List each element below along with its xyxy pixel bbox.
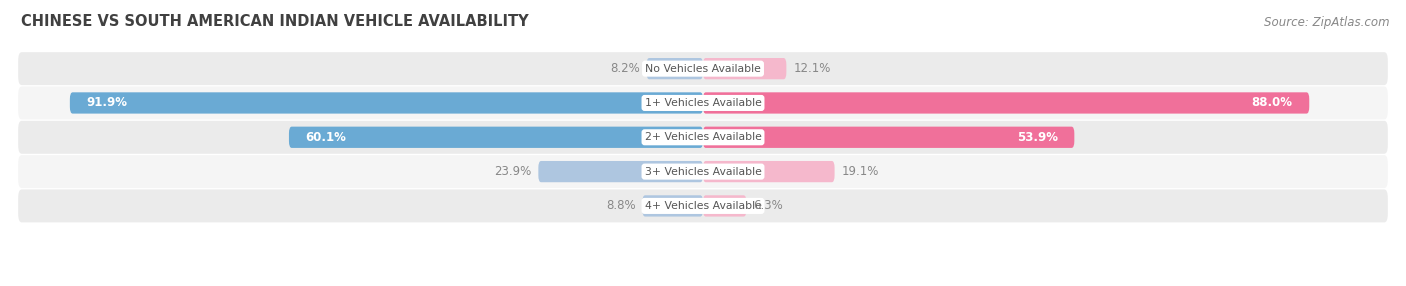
Text: 23.9%: 23.9% [494, 165, 531, 178]
FancyBboxPatch shape [538, 161, 703, 182]
Text: 4+ Vehicles Available: 4+ Vehicles Available [644, 201, 762, 211]
FancyBboxPatch shape [703, 92, 1309, 114]
Text: CHINESE VS SOUTH AMERICAN INDIAN VEHICLE AVAILABILITY: CHINESE VS SOUTH AMERICAN INDIAN VEHICLE… [21, 14, 529, 29]
FancyBboxPatch shape [18, 155, 1388, 188]
FancyBboxPatch shape [18, 121, 1388, 154]
Text: 12.1%: 12.1% [793, 62, 831, 75]
FancyBboxPatch shape [703, 58, 786, 79]
Text: 91.9%: 91.9% [86, 96, 128, 110]
Text: 60.1%: 60.1% [305, 131, 346, 144]
Text: 8.8%: 8.8% [606, 199, 636, 212]
Text: 8.2%: 8.2% [610, 62, 640, 75]
FancyBboxPatch shape [18, 86, 1388, 120]
Text: 19.1%: 19.1% [841, 165, 879, 178]
FancyBboxPatch shape [18, 189, 1388, 223]
Text: 3+ Vehicles Available: 3+ Vehicles Available [644, 167, 762, 176]
FancyBboxPatch shape [70, 92, 703, 114]
FancyBboxPatch shape [18, 52, 1388, 85]
Text: No Vehicles Available: No Vehicles Available [645, 64, 761, 74]
FancyBboxPatch shape [703, 127, 1074, 148]
FancyBboxPatch shape [290, 127, 703, 148]
Text: 6.3%: 6.3% [754, 199, 783, 212]
Text: 1+ Vehicles Available: 1+ Vehicles Available [644, 98, 762, 108]
FancyBboxPatch shape [703, 161, 835, 182]
Text: 88.0%: 88.0% [1251, 96, 1292, 110]
Text: Source: ZipAtlas.com: Source: ZipAtlas.com [1264, 16, 1389, 29]
FancyBboxPatch shape [647, 58, 703, 79]
Text: 2+ Vehicles Available: 2+ Vehicles Available [644, 132, 762, 142]
FancyBboxPatch shape [703, 195, 747, 217]
FancyBboxPatch shape [643, 195, 703, 217]
Text: 53.9%: 53.9% [1017, 131, 1057, 144]
